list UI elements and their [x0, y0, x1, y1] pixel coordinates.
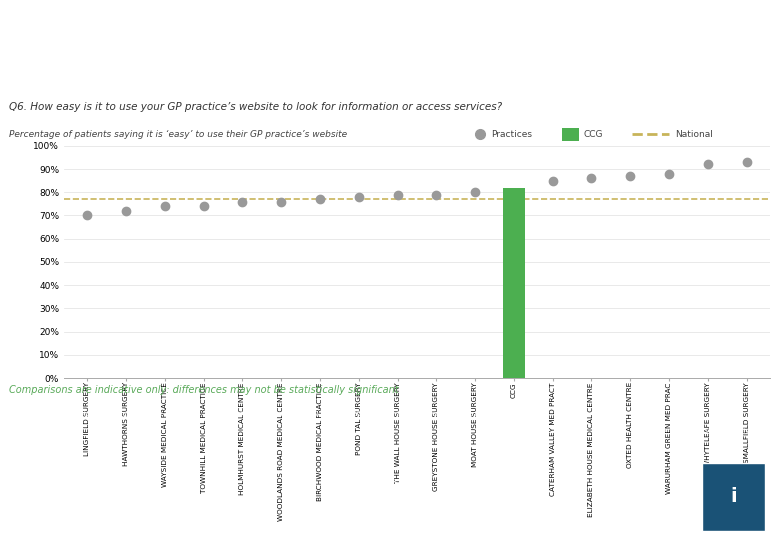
Text: Practices: Practices — [491, 130, 533, 139]
Text: Percentage of patients saying it is ‘easy’ to use their GP practice’s website: Percentage of patients saying it is ‘eas… — [9, 130, 347, 139]
Text: National: National — [675, 130, 713, 139]
Bar — [503, 187, 524, 378]
Text: CCG: CCG — [583, 130, 603, 139]
Text: Ipsos MORI: Ipsos MORI — [9, 455, 75, 464]
Text: © Ipsos MORI    18-042653-01 | Version 1 | Public: © Ipsos MORI 18-042653-01 | Version 1 | … — [9, 506, 198, 515]
Text: Ease of use of online services:: Ease of use of online services: — [9, 23, 316, 40]
Text: Q6. How easy is it to use your GP practice’s website to look for information or : Q6. How easy is it to use your GP practi… — [9, 102, 502, 112]
Text: i: i — [730, 487, 736, 507]
Text: 22: 22 — [381, 480, 399, 494]
Text: how the CCG’s practices compare: how the CCG’s practices compare — [9, 56, 349, 74]
FancyBboxPatch shape — [702, 463, 764, 531]
FancyBboxPatch shape — [562, 127, 579, 141]
Text: Comparisons are indicative only: differences may not be statistically significan: Comparisons are indicative only: differe… — [9, 386, 399, 395]
Text: Base: All those completing a questionnaire excluding ‘Haven’t tried’: National (: Base: All those completing a questionnai… — [8, 410, 523, 416]
Text: Social Research Institute: Social Research Institute — [9, 477, 113, 486]
Text: %Easy = %Very easy + %Fairly easy: %Easy = %Very easy + %Fairly easy — [636, 428, 768, 434]
